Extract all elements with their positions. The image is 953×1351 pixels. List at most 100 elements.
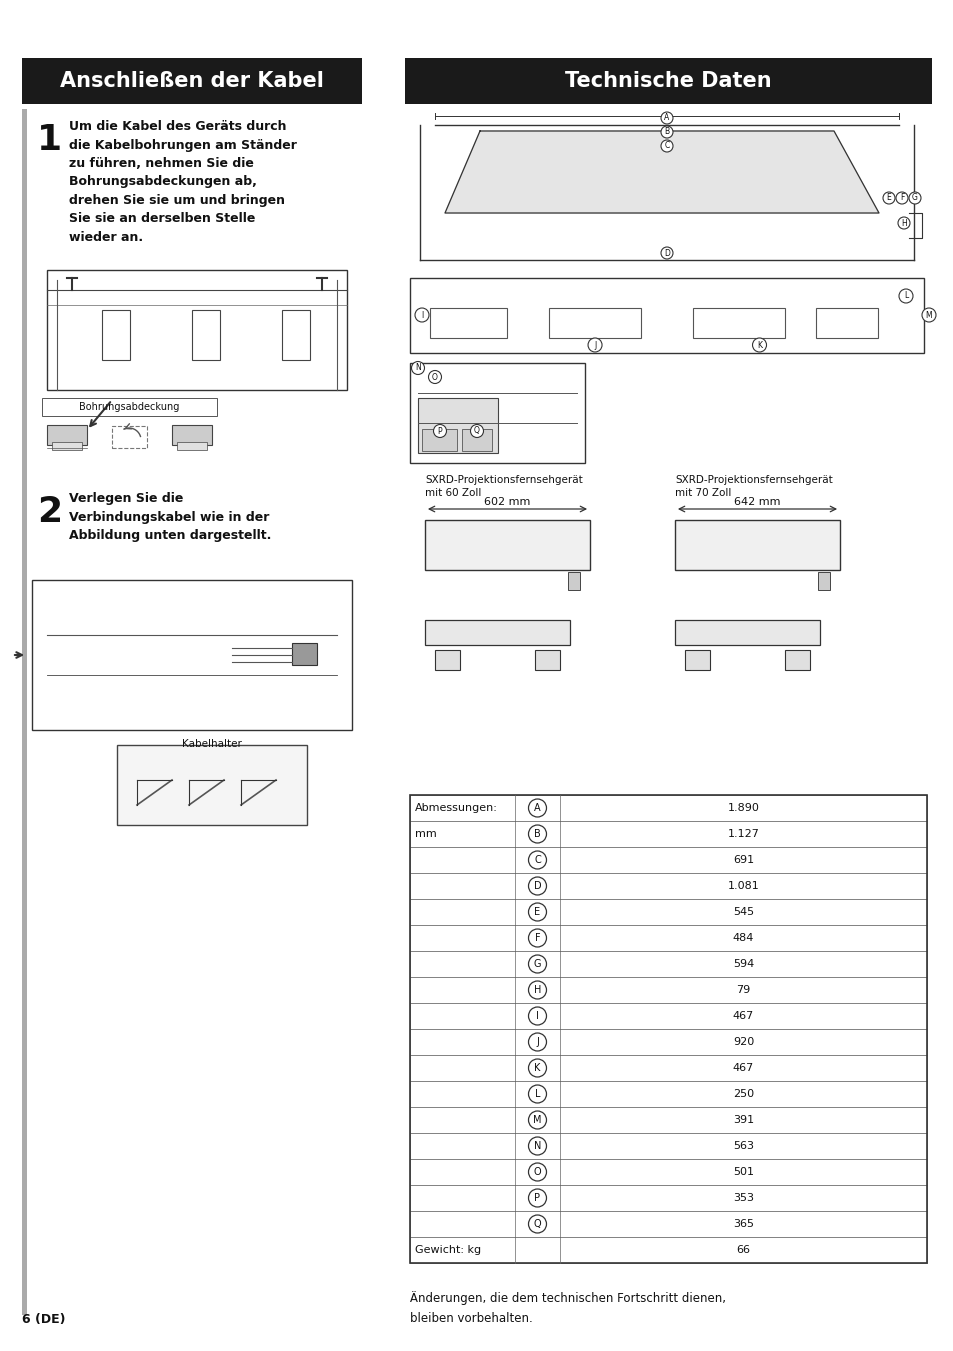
Bar bbox=[410, 1106, 926, 1133]
Text: 250: 250 bbox=[732, 1089, 753, 1098]
Text: A: A bbox=[534, 802, 540, 813]
Bar bbox=[684, 650, 709, 670]
Text: G: G bbox=[911, 193, 917, 203]
Text: J: J bbox=[536, 1038, 538, 1047]
Text: Kabelhalter: Kabelhalter bbox=[182, 739, 242, 748]
Text: 594: 594 bbox=[732, 959, 753, 969]
Bar bbox=[535, 650, 559, 670]
Circle shape bbox=[528, 1111, 546, 1129]
Text: L: L bbox=[902, 292, 907, 300]
Circle shape bbox=[898, 289, 912, 303]
Circle shape bbox=[752, 338, 765, 353]
Circle shape bbox=[660, 112, 672, 124]
Circle shape bbox=[528, 1085, 546, 1102]
Bar bbox=[410, 1055, 926, 1081]
Bar bbox=[22, 58, 361, 104]
Text: 563: 563 bbox=[732, 1142, 753, 1151]
Text: 467: 467 bbox=[732, 1063, 753, 1073]
Bar bbox=[421, 430, 456, 451]
Text: F: F bbox=[534, 934, 539, 943]
Bar bbox=[42, 399, 216, 416]
Text: 920: 920 bbox=[732, 1038, 753, 1047]
Text: I: I bbox=[420, 311, 423, 319]
Circle shape bbox=[660, 247, 672, 259]
Bar bbox=[32, 580, 352, 730]
Bar bbox=[410, 1185, 926, 1210]
Bar bbox=[461, 430, 492, 451]
Circle shape bbox=[897, 218, 909, 230]
Text: Bohrungsabdeckung: Bohrungsabdeckung bbox=[79, 403, 179, 412]
Bar bbox=[424, 520, 589, 570]
Circle shape bbox=[660, 126, 672, 138]
Text: N: N bbox=[534, 1142, 540, 1151]
Bar bbox=[282, 309, 310, 359]
Text: O: O bbox=[432, 373, 437, 381]
Bar bbox=[435, 650, 459, 670]
Bar bbox=[410, 278, 923, 353]
Text: F: F bbox=[899, 193, 903, 203]
Circle shape bbox=[587, 338, 601, 353]
Bar bbox=[410, 363, 584, 463]
Text: H: H bbox=[901, 219, 906, 227]
Bar bbox=[417, 399, 497, 453]
Circle shape bbox=[528, 1034, 546, 1051]
Text: Änderungen, die dem technischen Fortschritt dienen,
bleiben vorbehalten.: Änderungen, die dem technischen Fortschr… bbox=[410, 1292, 725, 1325]
Bar bbox=[47, 426, 87, 444]
Circle shape bbox=[428, 370, 441, 384]
Text: I: I bbox=[536, 1011, 538, 1021]
Bar bbox=[112, 426, 147, 449]
Text: L: L bbox=[535, 1089, 539, 1098]
Circle shape bbox=[528, 955, 546, 973]
Bar bbox=[817, 571, 829, 590]
Circle shape bbox=[660, 141, 672, 153]
Circle shape bbox=[528, 1138, 546, 1155]
Text: 1.890: 1.890 bbox=[727, 802, 759, 813]
Text: 484: 484 bbox=[732, 934, 754, 943]
Bar bbox=[410, 794, 926, 1263]
Bar bbox=[410, 794, 926, 821]
Text: Q: Q bbox=[533, 1219, 540, 1229]
Text: P: P bbox=[437, 427, 442, 435]
Bar bbox=[410, 1081, 926, 1106]
Text: E: E bbox=[885, 193, 890, 203]
Text: Q: Q bbox=[474, 427, 479, 435]
Circle shape bbox=[528, 929, 546, 947]
Circle shape bbox=[921, 308, 935, 322]
Text: 642 mm: 642 mm bbox=[734, 497, 780, 507]
Text: 1: 1 bbox=[37, 123, 62, 157]
Circle shape bbox=[528, 1006, 546, 1025]
Text: Technische Daten: Technische Daten bbox=[564, 72, 771, 91]
Bar bbox=[410, 1238, 926, 1263]
Circle shape bbox=[895, 192, 907, 204]
Polygon shape bbox=[444, 131, 878, 213]
Circle shape bbox=[528, 1215, 546, 1233]
Text: A: A bbox=[663, 113, 669, 123]
Bar bbox=[410, 925, 926, 951]
Bar bbox=[117, 744, 307, 825]
Circle shape bbox=[528, 825, 546, 843]
Bar bbox=[784, 650, 809, 670]
Bar bbox=[410, 1133, 926, 1159]
Text: B: B bbox=[534, 830, 540, 839]
Circle shape bbox=[528, 851, 546, 869]
Bar bbox=[102, 309, 130, 359]
Circle shape bbox=[433, 424, 446, 438]
Circle shape bbox=[579, 145, 587, 153]
Text: 79: 79 bbox=[736, 985, 750, 994]
Circle shape bbox=[908, 192, 920, 204]
Text: M: M bbox=[533, 1115, 541, 1125]
Text: Anschließen der Kabel: Anschließen der Kabel bbox=[60, 72, 324, 91]
Text: B: B bbox=[663, 127, 669, 136]
Text: Um die Kabel des Geräts durch
die Kabelbohrungen am Ständer
zu führen, nehmen Si: Um die Kabel des Geräts durch die Kabelb… bbox=[69, 120, 296, 245]
Text: 365: 365 bbox=[732, 1219, 753, 1229]
Bar bbox=[675, 620, 820, 644]
Bar bbox=[410, 951, 926, 977]
Bar bbox=[410, 1002, 926, 1029]
Circle shape bbox=[528, 1059, 546, 1077]
Text: D: D bbox=[533, 881, 540, 892]
Bar bbox=[424, 620, 569, 644]
Bar bbox=[47, 270, 347, 390]
Text: 1.127: 1.127 bbox=[727, 830, 759, 839]
Text: N: N bbox=[415, 363, 420, 373]
Text: 353: 353 bbox=[732, 1193, 753, 1202]
